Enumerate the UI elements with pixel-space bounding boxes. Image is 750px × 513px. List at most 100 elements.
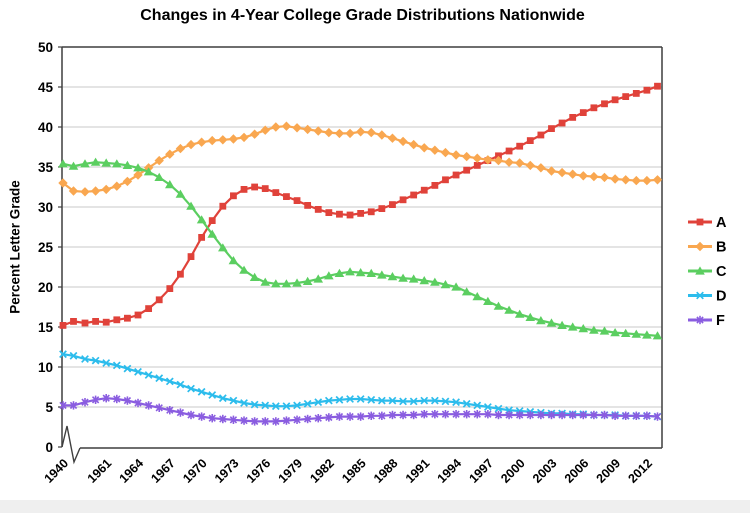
marker-asterisk (144, 401, 153, 410)
marker-x (261, 401, 270, 410)
x-tick-label: 1979 (276, 456, 306, 486)
marker-x (229, 396, 238, 405)
marker-diamond (451, 150, 461, 160)
marker-diamond (196, 137, 207, 147)
marker-square (177, 270, 184, 278)
marker-diamond (483, 155, 493, 165)
marker-asterisk (516, 411, 524, 419)
x-tick-label: 1982 (307, 456, 337, 486)
marker-diamond (324, 127, 334, 138)
marker-diamond (493, 155, 504, 166)
marker-diamond (271, 122, 281, 132)
marker-triangle (345, 267, 355, 276)
marker-x (420, 396, 429, 405)
marker-diamond (408, 139, 419, 150)
marker-x (388, 396, 397, 405)
marker-triangle (599, 326, 610, 335)
marker-diamond (567, 169, 578, 179)
marker-diamond (249, 129, 260, 139)
marker-x (293, 401, 301, 410)
marker-asterisk (240, 416, 248, 425)
marker-square (336, 210, 343, 218)
marker-square (569, 114, 577, 121)
y-tick-label: 20 (38, 280, 53, 295)
marker-x (377, 396, 386, 405)
marker-asterisk (197, 412, 206, 421)
marker-square (495, 152, 502, 160)
marker-triangle (483, 296, 493, 305)
marker-asterisk (229, 416, 238, 424)
marker-square (442, 176, 449, 184)
marker-diamond (80, 187, 90, 197)
marker-square (59, 322, 67, 329)
marker-x (218, 394, 227, 403)
marker-asterisk (611, 412, 619, 420)
marker-x (314, 398, 323, 407)
y-tick-label: 0 (45, 440, 53, 455)
marker-triangle (292, 278, 302, 287)
marker-square (145, 305, 153, 312)
marker-diamond (536, 163, 546, 173)
marker-square (526, 137, 534, 144)
legend-label-C: C (716, 264, 727, 280)
marker-square (134, 311, 142, 319)
marker-square (261, 185, 269, 192)
marker-asterisk (420, 410, 428, 418)
marker-x (144, 371, 153, 379)
x-tick-label: 1994 (435, 456, 465, 486)
marker-asterisk (452, 410, 460, 418)
marker-triangle (567, 322, 578, 331)
marker-triangle (525, 312, 536, 321)
marker-x (462, 399, 471, 408)
marker-diamond (186, 139, 196, 150)
marker-triangle (578, 324, 589, 333)
marker-square (463, 166, 471, 174)
marker-asterisk (69, 401, 78, 410)
marker-asterisk (325, 413, 333, 422)
marker-asterisk (208, 414, 216, 422)
marker-x (69, 351, 78, 360)
marker-triangle (366, 268, 377, 277)
marker-asterisk (696, 316, 704, 324)
marker-x (102, 359, 111, 367)
marker-triangle (175, 189, 186, 198)
marker-square (558, 119, 566, 127)
marker-triangle (631, 329, 642, 338)
marker-asterisk (250, 417, 259, 426)
marker-asterisk (272, 417, 280, 426)
marker-square (304, 202, 312, 209)
marker-square (473, 162, 481, 169)
marker-square (654, 82, 661, 90)
marker-triangle (440, 280, 451, 289)
marker-square (696, 218, 704, 226)
marker-triangle (165, 180, 175, 189)
marker-x (59, 350, 67, 359)
marker-asterisk (113, 395, 121, 403)
marker-diamond (631, 175, 641, 186)
marker-triangle (504, 305, 514, 314)
marker-x (155, 374, 164, 383)
marker-asterisk (59, 401, 67, 410)
y-tick-label: 35 (38, 160, 54, 175)
marker-triangle (90, 157, 101, 166)
marker-square (389, 201, 396, 208)
marker-square (378, 205, 386, 212)
y-tick-label: 15 (38, 320, 54, 335)
x-tick-label: 1973 (212, 456, 242, 486)
marker-asterisk (378, 412, 386, 420)
marker-x (81, 355, 89, 363)
marker-x (494, 404, 503, 413)
x-tick-label: 2009 (594, 456, 624, 486)
marker-x (356, 395, 365, 403)
marker-asterisk (346, 412, 354, 421)
marker-square (166, 285, 174, 292)
marker-x (134, 367, 142, 376)
marker-diamond (599, 172, 610, 183)
marker-asterisk (600, 411, 609, 419)
marker-square (283, 193, 290, 200)
marker-triangle (186, 201, 196, 210)
x-tick-label: 1970 (180, 456, 210, 486)
marker-diamond (68, 186, 79, 196)
marker-asterisk (526, 411, 534, 419)
